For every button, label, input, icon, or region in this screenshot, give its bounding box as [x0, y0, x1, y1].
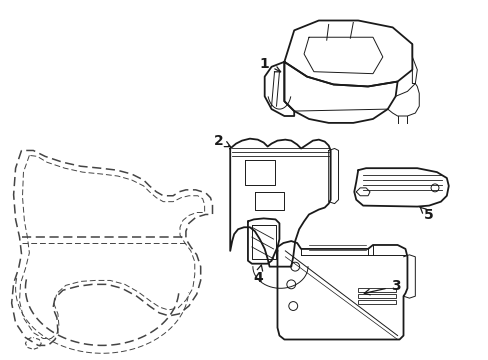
Text: 1: 1 — [259, 57, 280, 72]
Text: 4: 4 — [252, 265, 262, 285]
Bar — [358, 288, 395, 292]
Bar — [358, 294, 395, 298]
Text: 3: 3 — [364, 279, 400, 295]
Text: 5: 5 — [419, 207, 433, 222]
Bar — [358, 300, 395, 304]
Text: 2: 2 — [213, 134, 230, 148]
